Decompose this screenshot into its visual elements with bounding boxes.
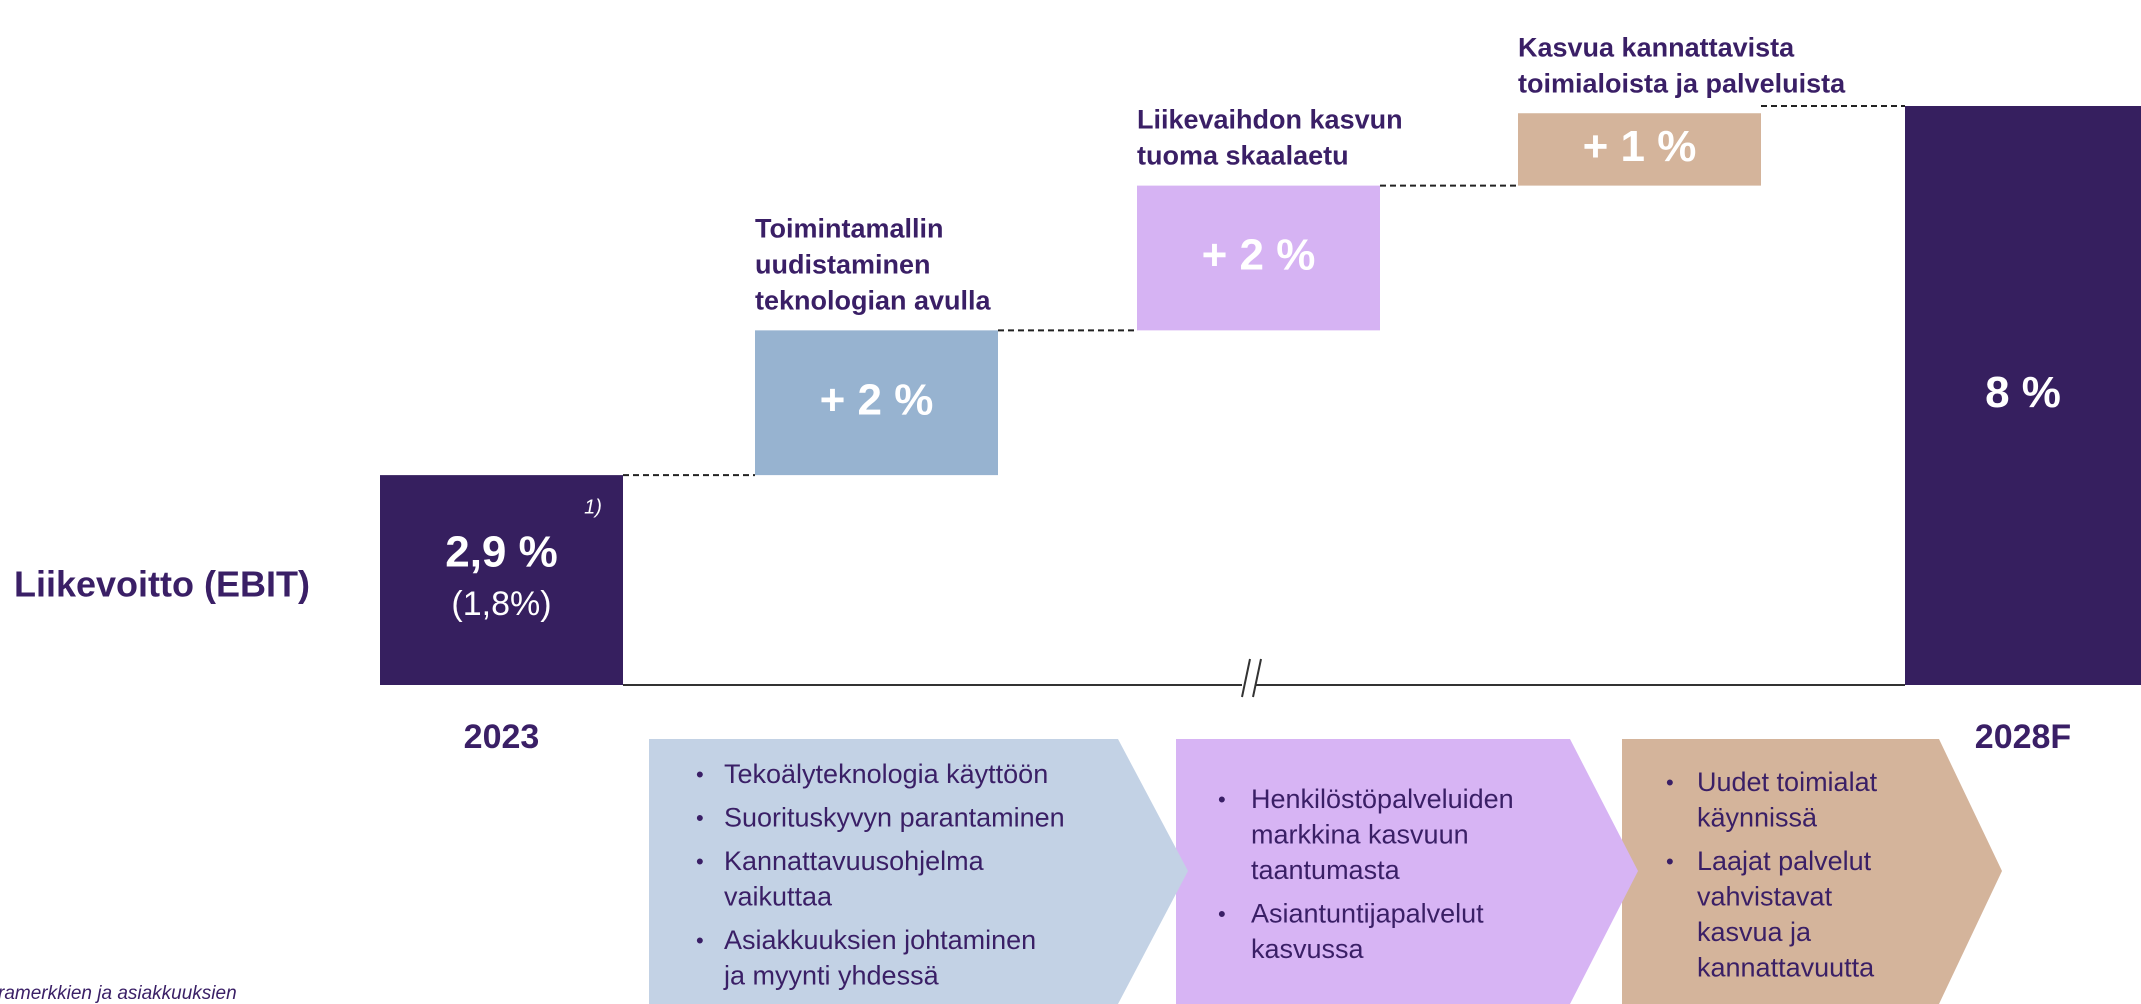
- bullet-dot: •: [1666, 770, 1674, 795]
- chevron-shape: [649, 739, 1188, 1004]
- bullet-dot: •: [696, 928, 704, 953]
- step-annotation: tuoma skaalaetu: [1137, 141, 1349, 171]
- bullet-dot: •: [696, 849, 704, 874]
- bullet-text: Tekoälyteknologia käyttöön: [724, 759, 1048, 789]
- waterfall-bar: [380, 475, 623, 685]
- driver-chevron: • Henkilöstöpalveluiden markkina kasvuun ta…: [1176, 739, 1638, 1004]
- bullet-text: Kannattavuusohjelma: [724, 846, 985, 876]
- value-label: + 1 %: [1583, 122, 1697, 171]
- value-label: + 2 %: [1202, 231, 1316, 280]
- step-annotation: teknologian avulla: [755, 285, 992, 315]
- step-annotation: Liikevaihdon kasvun: [1137, 105, 1403, 135]
- step-annotation: uudistaminen: [755, 249, 931, 279]
- bullet-text: Suorituskyvyn parantaminen: [724, 803, 1065, 833]
- value-label: 2,9 %: [445, 528, 558, 577]
- bullet-text: käynnissä: [1697, 803, 1818, 833]
- sub-label: (1,8%): [451, 585, 551, 623]
- bullet-dot: •: [696, 762, 704, 787]
- chevron-shape: [1176, 739, 1638, 1004]
- bullet-text: markkina kasvuun: [1251, 820, 1469, 850]
- axis-break: [1241, 658, 1251, 698]
- value-label: 8 %: [1985, 368, 2061, 417]
- bullet-text: Henkilöstöpalveluiden: [1251, 784, 1514, 814]
- x-tick-label: 2023: [464, 718, 540, 756]
- value-label: + 2 %: [820, 375, 934, 424]
- bullet-text: Asiakkuuksien johtaminen: [724, 925, 1036, 955]
- step-annotation: Kasvua kannattavista: [1518, 32, 1795, 62]
- row-label: Liikevoitto (EBIT): [14, 564, 310, 605]
- bullet-text: ja myynti yhdessä: [723, 961, 940, 991]
- chevron-shape: [1622, 739, 2002, 1004]
- footnote-marker: 1): [584, 496, 602, 518]
- waterfall-bar: [755, 330, 998, 476]
- bullet-dot: •: [1218, 787, 1226, 812]
- step-annotation: toimialoista ja palveluista: [1518, 68, 1846, 98]
- bullet-text: Asiantuntijapalvelut: [1251, 899, 1484, 929]
- bullet-text: Uudet toimialat: [1697, 767, 1878, 797]
- driver-chevron: • Tekoälyteknologia käyttöön • Suorituskyvy…: [649, 739, 1188, 1004]
- bullet-dot: •: [1218, 901, 1226, 926]
- bullet-dot: •: [1666, 849, 1674, 874]
- bullet-text: kasvua ja: [1697, 917, 1812, 947]
- bullet-text: kasvussa: [1251, 934, 1365, 964]
- driver-chevron: • Uudet toimialat käynnissä • Laajat palvelu…: [1622, 739, 2002, 1004]
- bullet-text: kannattavuutta: [1697, 953, 1875, 983]
- waterfall-bar: [1137, 185, 1380, 331]
- axis-break: [1252, 658, 1262, 698]
- waterfall-bar: [1905, 106, 2141, 685]
- bullet-text: vaikuttaa: [724, 882, 833, 912]
- bullet-dot: •: [696, 805, 704, 830]
- bullet-text: taantumasta: [1251, 855, 1401, 885]
- step-annotation: Toimintamallin: [755, 213, 944, 243]
- waterfall-bar: [1518, 113, 1761, 186]
- bullet-text: Laajat palvelut: [1697, 846, 1872, 876]
- bullet-text: vahvistavat: [1697, 882, 1833, 912]
- x-tick-label: 2028F: [1975, 718, 2071, 756]
- footnote: ramerkkien ja asiakkuuksien: [0, 983, 237, 1004]
